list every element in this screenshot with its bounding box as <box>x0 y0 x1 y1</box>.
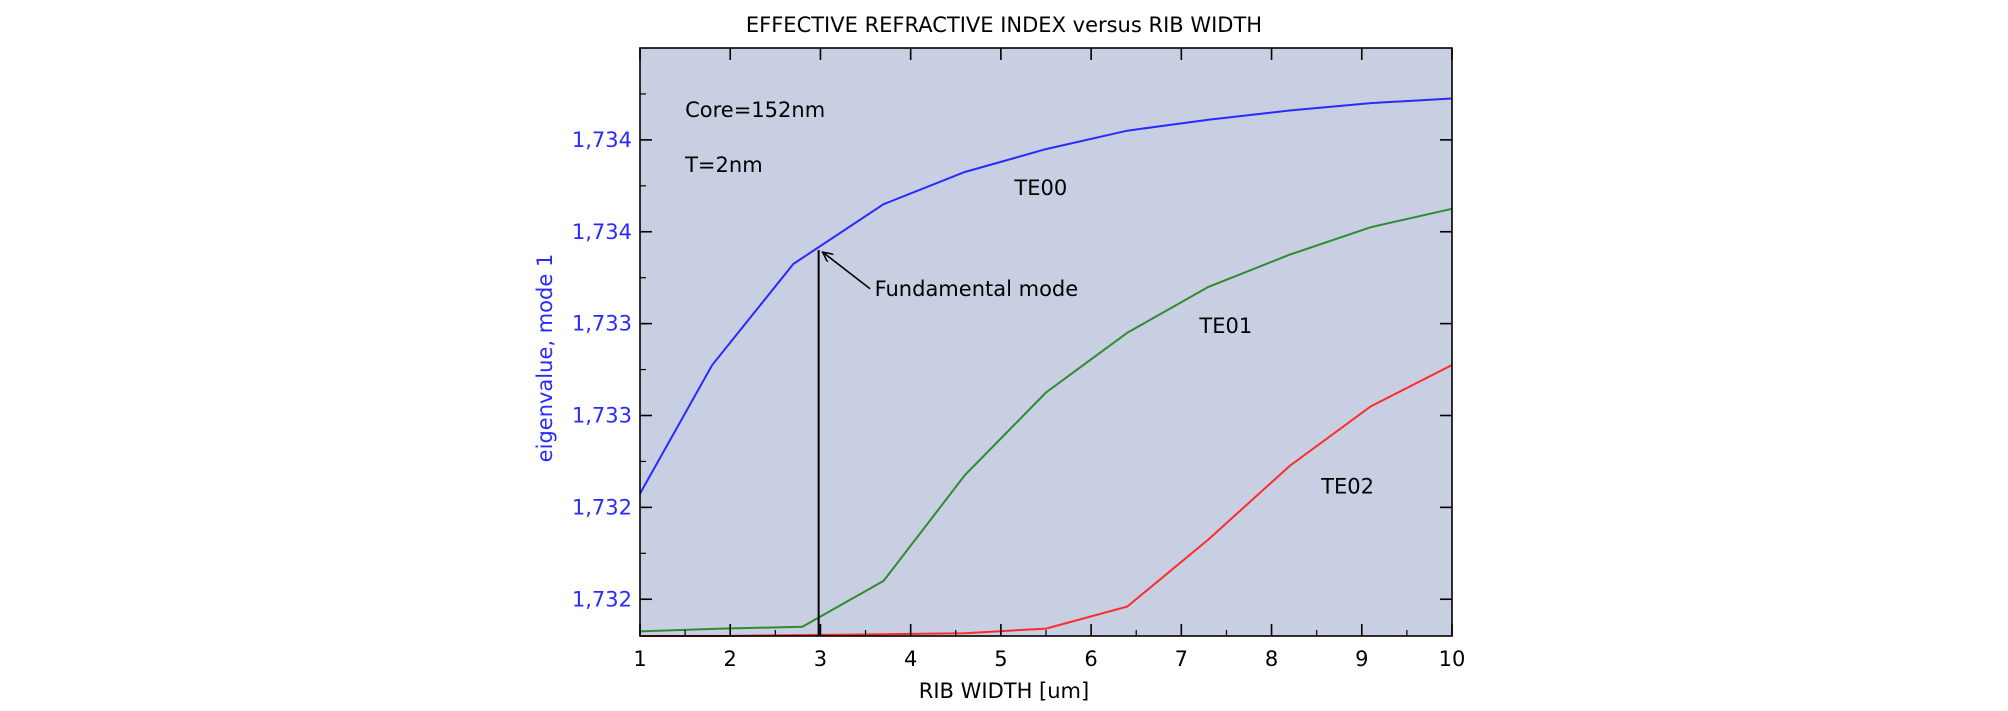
x-tick-label: 10 <box>1439 647 1466 671</box>
y-tick-label: 1,733 <box>572 312 632 336</box>
x-tick-label: 2 <box>724 647 737 671</box>
annotation-te02: TE02 <box>1320 475 1374 499</box>
x-tick-label: 9 <box>1355 647 1368 671</box>
y-tick-label: 1,734 <box>572 128 632 152</box>
annotation-core-152nm: Core=152nm <box>685 98 825 122</box>
series-line-te01 <box>639 207 1453 633</box>
annotation-te01: TE01 <box>1198 314 1252 338</box>
x-axis-label: RIB WIDTH [um] <box>919 679 1089 703</box>
y-tick-label: 1,732 <box>572 587 632 611</box>
x-tick-label: 6 <box>1084 647 1097 671</box>
annotation-fundamental-mode: Fundamental mode <box>875 277 1079 301</box>
axis-layer: 1 2 3 4 5 6 7 8 9 10 1,732 1,732 1,733 1,733 1,734 1,73… <box>572 48 1465 671</box>
y-tick-label: 1,733 <box>572 404 632 428</box>
annotation-t-2nm: T=2nm <box>684 153 763 177</box>
marker-layer <box>817 250 871 636</box>
series-line-te00 <box>639 97 1453 495</box>
x-tick-label: 5 <box>994 647 1007 671</box>
x-tick-label: 4 <box>904 647 917 671</box>
x-tick-label: 8 <box>1265 647 1278 671</box>
y-tick-label: 1,734 <box>572 220 632 244</box>
x-tick-label: 7 <box>1175 647 1188 671</box>
fundamental-mode-arrow <box>823 252 871 290</box>
x-tick-label: 3 <box>814 647 827 671</box>
text-layer: EFFECTIVE REFRACTIVE INDEX versus RIB WI… <box>533 13 1374 703</box>
y-tick-label: 1,732 <box>572 495 632 519</box>
chart-title: EFFECTIVE REFRACTIVE INDEX versus RIB WI… <box>746 13 1262 37</box>
y-axis-label: eigenvalue, mode 1 <box>533 254 557 463</box>
annotation-te00: TE00 <box>1013 176 1067 200</box>
plot-area <box>640 48 1452 636</box>
x-tick-label: 1 <box>633 647 646 671</box>
